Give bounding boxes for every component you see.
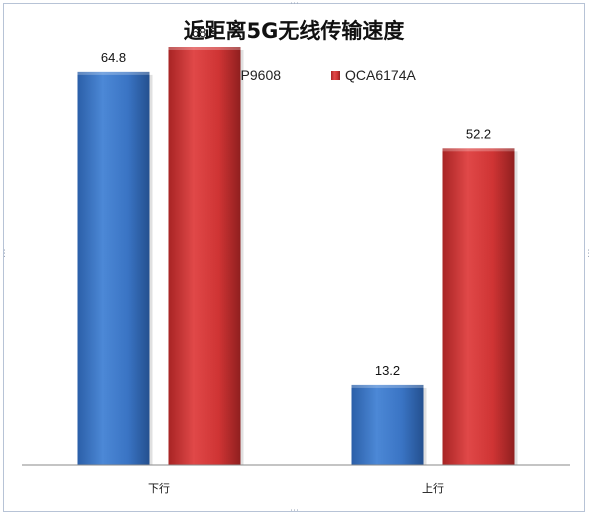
resize-handle-bottom[interactable]: ⋯ [290,506,299,516]
category-label-1: 上行 [422,482,444,495]
bar-1-1 [442,148,515,465]
bar-highlight [351,384,424,388]
bar-highlight [168,47,241,51]
category-labels: 下行 上行 [148,482,444,495]
category-label-0: 下行 [148,482,170,495]
bar-0-1 [351,384,424,465]
data-label-0-1: 13.2 [375,363,400,378]
bars: 64.8 68.9 13.2 52.2 [77,25,518,466]
bar-highlight [442,148,515,152]
bar-1-0 [168,47,241,466]
resize-handle-top[interactable]: ⋯ [290,0,299,9]
bar-0-0 [77,71,150,465]
data-label-1-1: 52.2 [466,126,491,141]
chart-title: 近距离5G无线传输速度 [184,19,405,43]
legend-label-1: QCA6174A [345,67,416,83]
resize-handle-right[interactable]: ⋮ [584,249,589,259]
legend-swatch-1 [331,71,340,80]
data-label-1-0: 68.9 [192,25,217,40]
data-label-0-0: 64.8 [101,50,126,65]
resize-handle-left[interactable]: ⋮ [0,249,9,259]
bar-highlight [77,71,150,75]
